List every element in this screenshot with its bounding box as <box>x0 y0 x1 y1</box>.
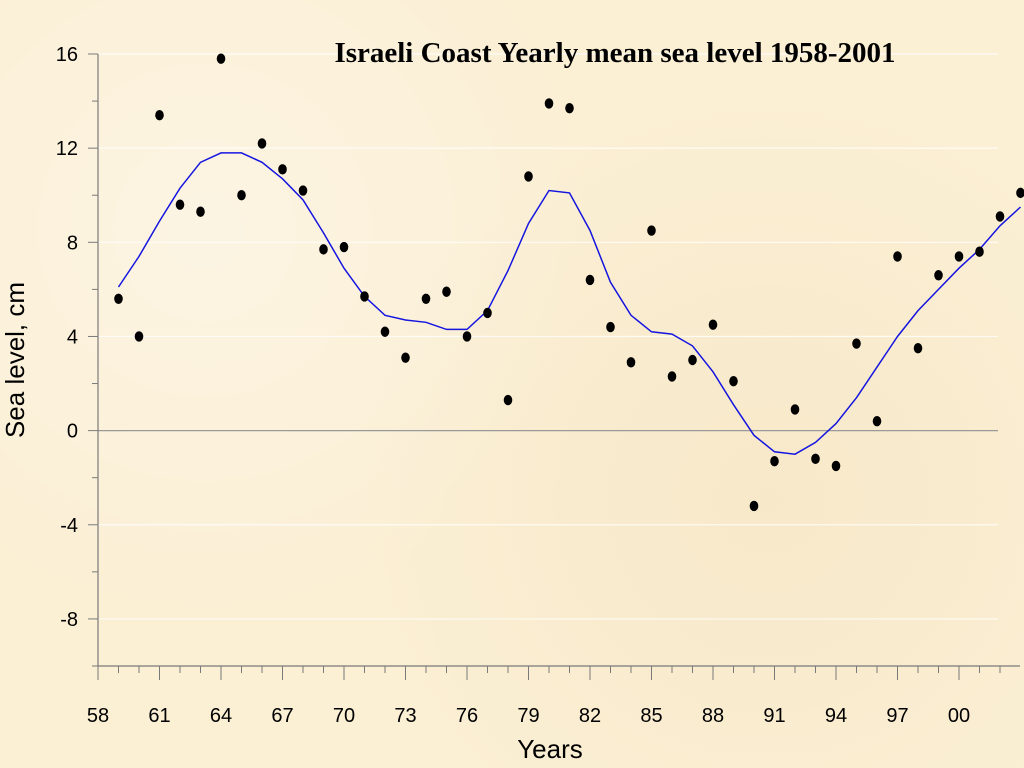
data-point <box>1016 187 1024 199</box>
data-point <box>196 206 205 217</box>
data-point <box>401 352 410 363</box>
smooth-line-series <box>117 152 1022 455</box>
data-point <box>216 53 226 64</box>
data-point <box>667 371 677 382</box>
tick-labels: 16 12 8 4 0 -4 -8 58 61 64 67 70 73 76 79 82 85 88 91 94 97 0… <box>56 44 970 727</box>
data-point <box>995 211 1005 222</box>
y-tick-label: 8 <box>67 232 78 254</box>
x-tick-label: 58 <box>87 705 109 727</box>
data-point <box>708 319 718 330</box>
x-tick-label: 94 <box>825 705 847 727</box>
data-point <box>729 375 738 387</box>
data-point <box>237 190 246 201</box>
data-point <box>278 164 287 175</box>
data-point <box>503 394 513 406</box>
scatter-points-series <box>114 53 1024 512</box>
y-tick-label: -4 <box>60 515 78 537</box>
data-point <box>975 246 984 257</box>
data-point <box>606 321 615 333</box>
data-point <box>524 171 533 182</box>
data-point <box>954 251 964 262</box>
data-point <box>319 244 328 255</box>
data-point <box>770 456 779 467</box>
x-tick-label: 82 <box>579 705 601 727</box>
y-tick-label: 12 <box>56 138 78 160</box>
x-tick-label: 76 <box>456 705 478 727</box>
data-point <box>380 326 390 337</box>
x-axis-title: Years <box>517 734 583 764</box>
data-point <box>831 460 841 472</box>
data-point <box>934 270 943 281</box>
x-tick-label: 91 <box>763 705 785 727</box>
y-tick-label: 4 <box>67 326 78 348</box>
data-point <box>688 354 697 366</box>
x-tick-label: 73 <box>394 705 416 727</box>
data-point <box>872 416 882 427</box>
data-point <box>913 343 923 354</box>
y-tick-label: 16 <box>56 44 78 66</box>
data-point <box>155 110 164 121</box>
data-point <box>134 331 144 342</box>
data-point <box>749 500 759 512</box>
x-tick-label: 61 <box>148 705 170 727</box>
data-point <box>852 338 861 349</box>
data-point <box>421 293 431 304</box>
data-point <box>647 225 656 236</box>
data-point <box>790 404 800 415</box>
gridlines <box>98 53 998 620</box>
data-point <box>442 286 451 297</box>
data-point <box>462 331 472 342</box>
data-point <box>298 185 308 196</box>
smooth-line <box>117 152 1022 455</box>
x-tick-label: 97 <box>886 705 908 727</box>
y-tick-label: -8 <box>60 609 78 631</box>
x-tick-label: 85 <box>640 705 662 727</box>
axes <box>88 53 1020 680</box>
data-point <box>811 453 820 465</box>
y-tick-label: 0 <box>67 421 78 443</box>
x-tick-label: 64 <box>210 705 232 727</box>
x-tick-label: 70 <box>333 705 355 727</box>
data-point <box>483 307 492 319</box>
data-point <box>544 98 554 109</box>
data-point <box>339 241 349 253</box>
data-point <box>175 199 185 210</box>
x-tick-label: 67 <box>271 705 293 727</box>
data-point <box>565 102 574 114</box>
data-point <box>360 291 369 302</box>
x-tick-label: 88 <box>702 705 724 727</box>
data-point <box>626 357 636 368</box>
data-point <box>114 293 123 304</box>
x-tick-label: 00 <box>948 705 970 727</box>
x-tick-label: 79 <box>517 705 539 727</box>
data-point <box>893 251 902 262</box>
data-point <box>585 274 595 286</box>
data-point <box>257 138 267 149</box>
chart-title: Israeli Coast Yearly mean sea level 1958… <box>334 37 895 69</box>
y-axis-title: Sea level, cm <box>0 282 30 438</box>
